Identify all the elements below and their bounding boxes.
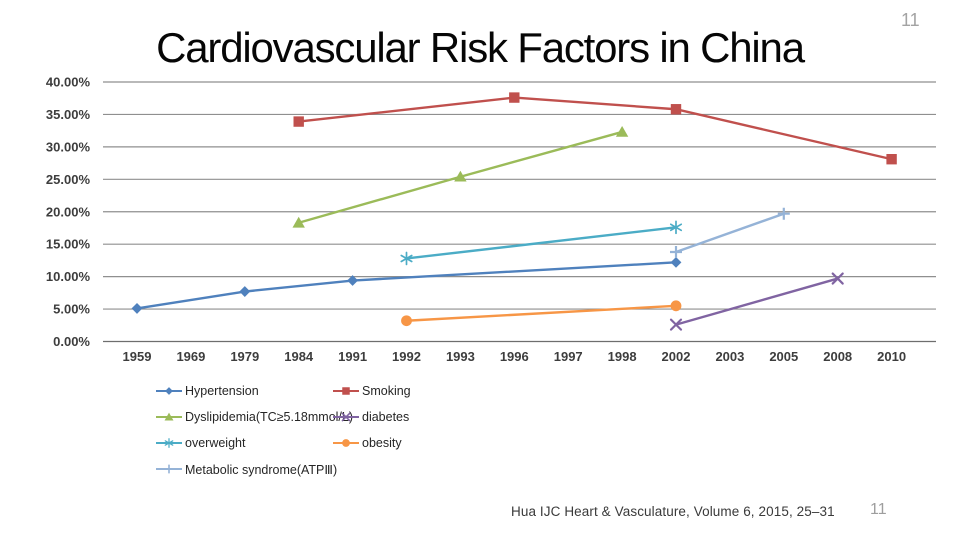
series-line bbox=[406, 226, 677, 260]
legend-label: Metabolic syndrome(ATPⅢ) bbox=[185, 462, 338, 477]
series-line bbox=[406, 304, 677, 322]
x-axis-tick-label: 1996 bbox=[500, 349, 529, 364]
y-axis-tick-label: 20.00% bbox=[46, 204, 91, 219]
x-axis-tick-label: 1993 bbox=[446, 349, 475, 364]
legend-marker-icon bbox=[156, 387, 182, 395]
legend-marker-icon bbox=[156, 438, 182, 448]
y-axis-tick-label: 0.00% bbox=[53, 334, 90, 349]
legend-item: obesity bbox=[333, 436, 411, 450]
series-dyslipidemia-tc-5-18mmol-l bbox=[292, 125, 629, 228]
series-hypertension bbox=[131, 256, 682, 314]
legend-item: Smoking bbox=[333, 384, 411, 398]
x-axis-tick-label: 1979 bbox=[230, 349, 259, 364]
citation: Hua IJC Heart & Vasculature, Volume 6, 2… bbox=[511, 504, 835, 519]
x-axis-tick-label: 2008 bbox=[823, 349, 852, 364]
chart-legend: Hypertension Smoking Dyslipidemia(TC≥5.18m… bbox=[156, 384, 411, 477]
legend-marker-icon bbox=[156, 464, 182, 474]
x-axis-tick-label: 2010 bbox=[877, 349, 906, 364]
x-axis-tick-label: 2005 bbox=[769, 349, 798, 364]
slide-number-bottom: 11 bbox=[870, 501, 887, 518]
legend-item: Metabolic syndrome(ATPⅢ) bbox=[156, 462, 337, 477]
slide-number-top: 11 bbox=[901, 10, 920, 30]
legend-item: Hypertension bbox=[156, 384, 333, 398]
x-axis-tick-label: 1991 bbox=[338, 349, 367, 364]
series-obesity bbox=[401, 300, 682, 327]
x-axis-tick-label: 1984 bbox=[284, 349, 314, 364]
page-title: Cardiovascular Risk Factors in China bbox=[156, 24, 805, 71]
legend-marker-icon bbox=[333, 412, 359, 422]
legend-label: Smoking bbox=[362, 384, 411, 398]
series-metabolic-syndrome-atp bbox=[670, 207, 790, 258]
series-diabetes bbox=[669, 272, 844, 331]
legend-marker-icon bbox=[156, 412, 182, 421]
legend-item: overweight bbox=[156, 436, 333, 450]
y-axis-tick-label: 15.00% bbox=[46, 237, 91, 252]
x-axis-tick-label: 2002 bbox=[662, 349, 691, 364]
legend-label: Dyslipidemia(TC≥5.18mmol/L) bbox=[185, 410, 354, 424]
legend-item: diabetes bbox=[333, 410, 411, 424]
x-axis-tick-label: 1998 bbox=[608, 349, 637, 364]
x-axis-tick-label: 1959 bbox=[123, 349, 152, 364]
y-axis-tick-label: 35.00% bbox=[46, 107, 91, 122]
x-axis-tick-label: 1992 bbox=[392, 349, 421, 364]
legend-label: overweight bbox=[185, 436, 246, 450]
series-smoking bbox=[293, 92, 897, 165]
y-axis-tick-label: 25.00% bbox=[46, 172, 91, 187]
legend-marker-icon bbox=[333, 387, 359, 395]
series-overweight bbox=[400, 220, 683, 266]
y-axis-tick-label: 40.00% bbox=[46, 75, 91, 90]
x-axis-tick-label: 2003 bbox=[715, 349, 744, 364]
legend-label: diabetes bbox=[362, 410, 410, 424]
legend-item: Dyslipidemia(TC≥5.18mmol/L) bbox=[156, 410, 353, 424]
y-axis-tick-label: 5.00% bbox=[53, 302, 90, 317]
legend-label: Hypertension bbox=[185, 384, 259, 398]
series-line bbox=[675, 212, 785, 254]
series-line bbox=[675, 277, 839, 326]
y-axis-tick-label: 10.00% bbox=[46, 269, 91, 284]
y-axis-tick-label: 30.00% bbox=[46, 139, 91, 154]
series-line bbox=[136, 261, 677, 310]
x-axis-tick-label: 1969 bbox=[176, 349, 205, 364]
legend-label: obesity bbox=[362, 436, 402, 450]
legend-marker-icon bbox=[333, 439, 359, 447]
x-axis-tick-label: 1997 bbox=[554, 349, 583, 364]
series-line bbox=[298, 96, 892, 161]
